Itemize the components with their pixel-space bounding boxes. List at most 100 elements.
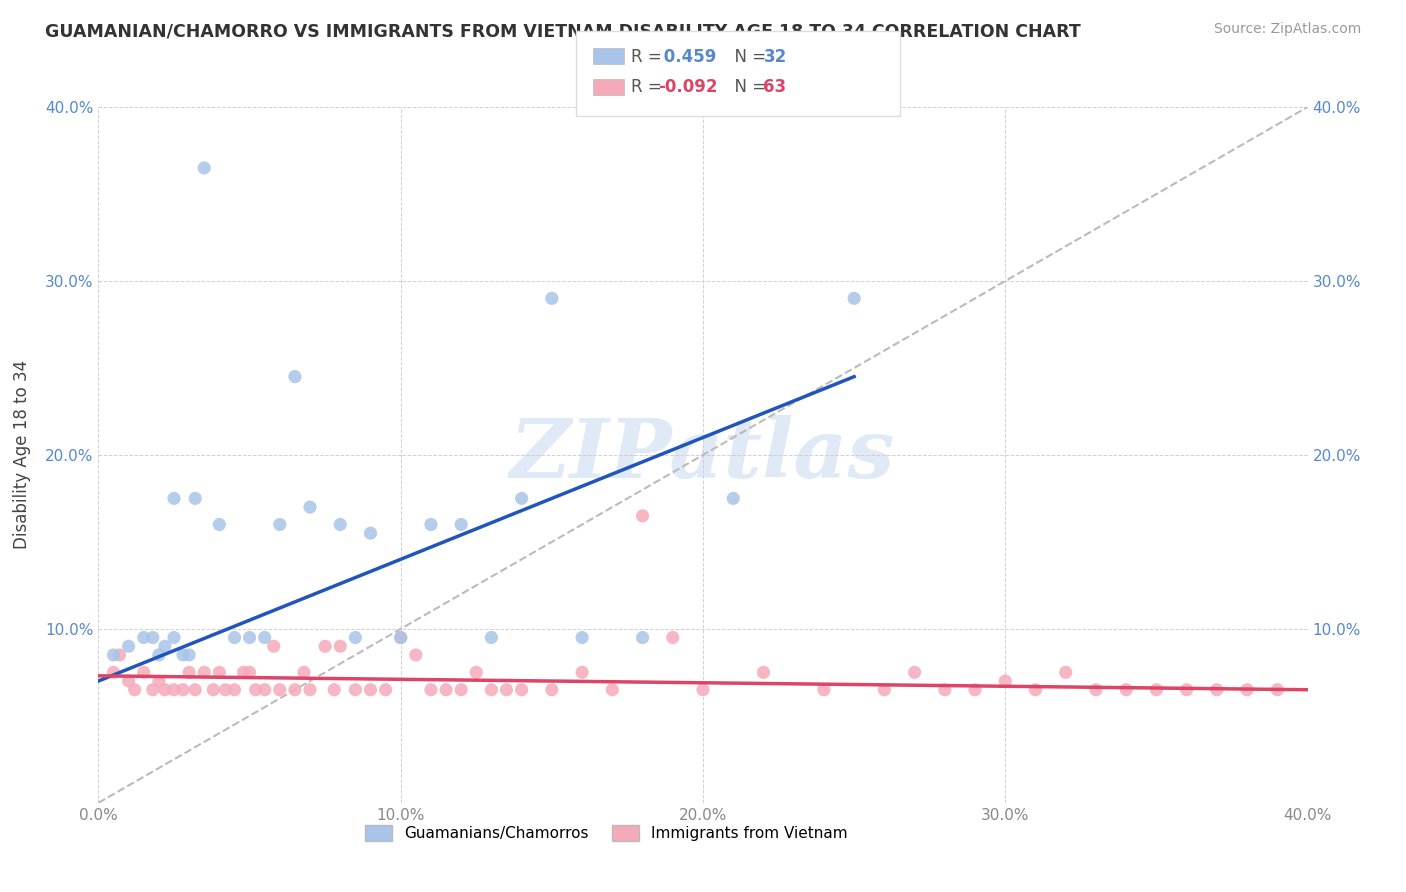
- Point: [571, 631, 593, 645]
- Point: [103, 665, 125, 680]
- Point: [813, 682, 835, 697]
- Point: [844, 291, 866, 305]
- Point: [172, 648, 194, 662]
- Point: [360, 682, 382, 697]
- Point: [299, 682, 322, 697]
- Point: [540, 682, 562, 697]
- Point: [661, 631, 683, 645]
- Point: [1115, 682, 1137, 697]
- Point: [1144, 682, 1167, 697]
- Text: 63: 63: [763, 78, 786, 96]
- Point: [602, 682, 624, 697]
- Point: [132, 665, 155, 680]
- Point: [153, 639, 176, 653]
- Point: [132, 631, 155, 645]
- Point: [142, 682, 165, 697]
- Point: [904, 665, 927, 680]
- Point: [420, 517, 443, 532]
- Point: [284, 369, 307, 384]
- Point: [329, 639, 352, 653]
- Point: [965, 682, 987, 697]
- Point: [450, 517, 472, 532]
- Point: [1175, 682, 1198, 697]
- Point: [1267, 682, 1289, 697]
- Text: N =: N =: [724, 78, 772, 96]
- Point: [118, 639, 141, 653]
- Point: [1054, 665, 1077, 680]
- Point: [389, 631, 412, 645]
- Point: [224, 682, 246, 697]
- Point: [434, 682, 457, 697]
- Point: [284, 682, 307, 697]
- Text: 32: 32: [763, 48, 787, 66]
- Point: [994, 674, 1017, 689]
- Point: [239, 665, 262, 680]
- Text: ZIPatlas: ZIPatlas: [510, 415, 896, 495]
- Point: [481, 682, 503, 697]
- Point: [465, 665, 488, 680]
- Point: [193, 665, 215, 680]
- Point: [172, 682, 194, 697]
- Point: [723, 491, 745, 506]
- Point: [510, 682, 533, 697]
- Point: [405, 648, 427, 662]
- Y-axis label: Disability Age 18 to 34: Disability Age 18 to 34: [13, 360, 31, 549]
- Point: [153, 682, 176, 697]
- Point: [344, 631, 367, 645]
- Point: [631, 631, 654, 645]
- Point: [108, 648, 131, 662]
- Point: [163, 491, 186, 506]
- Text: R =: R =: [631, 78, 668, 96]
- Point: [481, 631, 503, 645]
- Point: [420, 682, 443, 697]
- Text: R =: R =: [631, 48, 668, 66]
- Point: [269, 517, 291, 532]
- Point: [269, 682, 291, 697]
- Point: [1024, 682, 1046, 697]
- Point: [142, 631, 165, 645]
- Point: [163, 631, 186, 645]
- Point: [245, 682, 267, 697]
- Point: [344, 682, 367, 697]
- Point: [263, 639, 285, 653]
- Point: [299, 500, 322, 514]
- Point: [184, 682, 207, 697]
- Point: [179, 665, 201, 680]
- Point: [124, 682, 146, 697]
- Point: [103, 648, 125, 662]
- Point: [163, 682, 186, 697]
- Point: [934, 682, 956, 697]
- Text: -0.092: -0.092: [658, 78, 717, 96]
- Point: [752, 665, 775, 680]
- Point: [148, 648, 170, 662]
- Text: 0.459: 0.459: [658, 48, 717, 66]
- Point: [253, 631, 276, 645]
- Point: [208, 665, 231, 680]
- Text: N =: N =: [724, 48, 772, 66]
- Point: [118, 674, 141, 689]
- Point: [292, 665, 315, 680]
- Point: [323, 682, 346, 697]
- Point: [873, 682, 896, 697]
- Point: [450, 682, 472, 697]
- Point: [1206, 682, 1229, 697]
- Point: [1236, 682, 1258, 697]
- Point: [360, 526, 382, 541]
- Point: [510, 491, 533, 506]
- Point: [389, 631, 412, 645]
- Text: Source: ZipAtlas.com: Source: ZipAtlas.com: [1213, 22, 1361, 37]
- Point: [631, 508, 654, 523]
- Point: [184, 491, 207, 506]
- Point: [214, 682, 236, 697]
- Point: [202, 682, 225, 697]
- Point: [571, 665, 593, 680]
- Point: [239, 631, 262, 645]
- Point: [329, 517, 352, 532]
- Point: [495, 682, 517, 697]
- Point: [1085, 682, 1108, 697]
- Point: [148, 674, 170, 689]
- Point: [193, 161, 215, 175]
- Point: [314, 639, 336, 653]
- Point: [374, 682, 396, 697]
- Point: [224, 631, 246, 645]
